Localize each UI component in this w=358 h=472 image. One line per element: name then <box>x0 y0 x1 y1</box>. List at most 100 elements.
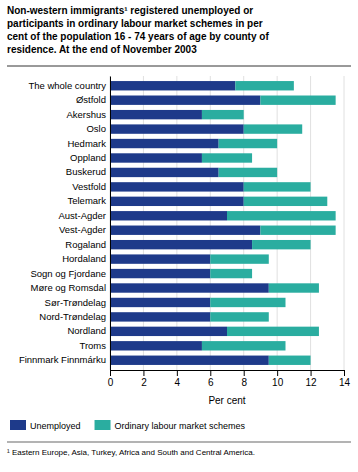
y-tick: Vestfold <box>72 181 110 192</box>
y-tick: Nordland <box>67 325 110 336</box>
chart: Non-western immigrants¹ registered unemp… <box>0 0 358 472</box>
x-tick-label: 12 <box>306 377 318 388</box>
x-tick: 0 <box>108 370 114 388</box>
y-tick: Hordaland <box>62 253 110 264</box>
bar <box>110 96 260 105</box>
bar <box>260 96 335 105</box>
bar <box>210 254 269 263</box>
y-tick: Oppland <box>70 152 110 163</box>
y-tick-label: Sør-Trøndelag <box>45 296 106 307</box>
y-tick-label: Aust-Agder <box>58 210 106 221</box>
y-tick-label: Telemark <box>67 195 106 206</box>
y-tick-label: Hordaland <box>62 253 106 264</box>
x-tick-label: 0 <box>108 377 114 388</box>
y-tick-label: Hedmark <box>67 138 106 149</box>
legend-label: Unemployed <box>30 421 81 431</box>
bar <box>110 298 210 307</box>
y-tick-label: Oppland <box>70 152 106 163</box>
x-tick-label: 6 <box>208 377 214 388</box>
x-axis: 02468101214 <box>108 370 351 388</box>
bar <box>244 124 303 133</box>
y-tick: Sogn og Fjordane <box>30 268 110 279</box>
bar <box>110 197 244 206</box>
bar <box>110 110 202 119</box>
bar <box>210 269 252 278</box>
y-tick: Møre og Romsdal <box>31 282 111 293</box>
bar <box>110 226 260 235</box>
x-tick-mark <box>311 370 312 376</box>
bar <box>252 240 310 249</box>
y-axis: The whole countryØstfoldAkershusOsloHedm… <box>19 77 111 371</box>
legend-item: Ordinary labour market schemes <box>95 420 246 431</box>
bar <box>227 327 319 336</box>
bar <box>110 139 219 148</box>
bar <box>110 254 210 263</box>
bar <box>202 341 286 350</box>
bar <box>110 124 244 133</box>
y-tick-label: Troms <box>79 340 106 351</box>
grid <box>110 76 344 370</box>
y-tick: Vest-Agder <box>59 224 110 235</box>
series-bars <box>202 81 336 365</box>
x-tick-mark <box>110 370 111 376</box>
y-tick-label: Finnmark Finnmárku <box>19 354 106 365</box>
x-tick: 14 <box>339 370 351 388</box>
y-tick-label: Nord-Trøndelag <box>39 311 106 322</box>
x-tick: 6 <box>208 370 214 388</box>
legend: Unemployed Ordinary labour market schemes <box>10 420 246 431</box>
x-tick-mark <box>244 370 245 376</box>
x-tick-mark <box>143 370 144 376</box>
y-tick-label: Vestfold <box>72 181 106 192</box>
separator <box>7 66 351 67</box>
x-tick-mark <box>277 370 278 376</box>
bar <box>110 81 235 90</box>
grid-line <box>310 76 311 370</box>
legend-swatch <box>95 420 111 430</box>
bar <box>110 168 219 177</box>
bar <box>235 81 294 90</box>
legend-item: Unemployed <box>10 420 81 431</box>
grid-line <box>344 76 345 370</box>
y-tick-label: The whole country <box>28 80 106 91</box>
y-tick-label: Nordland <box>67 325 106 336</box>
y-tick: Sør-Trøndelag <box>45 296 110 307</box>
bar <box>227 211 336 220</box>
y-tick-label: Vest-Agder <box>59 224 106 235</box>
grid-line <box>143 76 144 370</box>
y-tick-label: Buskerud <box>66 166 106 177</box>
x-axis-line <box>111 371 345 377</box>
bar <box>110 153 202 162</box>
x-tick: 2 <box>141 370 147 388</box>
bar <box>244 182 311 191</box>
title-line: cent of the population 16 - 74 years of … <box>7 31 269 42</box>
x-axis-title: Per cent <box>208 395 245 406</box>
bar <box>269 356 311 365</box>
x-tick-label: 4 <box>175 377 181 388</box>
bar <box>110 312 210 321</box>
x-tick-label: 10 <box>272 377 284 388</box>
y-tick-label: Sogn og Fjordane <box>30 268 106 279</box>
x-tick-mark <box>210 370 211 376</box>
grid-line <box>210 76 211 370</box>
series-bars <box>110 81 269 365</box>
y-tick: Hedmark <box>67 138 110 149</box>
bar <box>110 211 227 220</box>
bar <box>110 182 244 191</box>
title: Non-western immigrants¹ registered unemp… <box>7 5 269 55</box>
y-tick: Buskerud <box>66 166 110 177</box>
bar <box>269 283 319 292</box>
y-tick-label: Østfold <box>76 94 106 105</box>
bar <box>244 197 328 206</box>
legend-swatch <box>10 420 26 430</box>
bar <box>110 356 269 365</box>
footnote: ¹ Eastern Europe, Asia, Turkey, Africa a… <box>7 448 255 457</box>
bars <box>110 81 336 365</box>
y-tick-label: Oslo <box>86 123 106 134</box>
y-tick-label: Rogaland <box>65 239 106 250</box>
y-tick: Telemark <box>67 195 110 206</box>
grid-line <box>243 76 244 370</box>
x-tick-mark <box>344 370 345 376</box>
legend-label: Ordinary labour market schemes <box>115 421 246 431</box>
separator <box>7 442 351 443</box>
x-tick: 12 <box>306 370 318 388</box>
